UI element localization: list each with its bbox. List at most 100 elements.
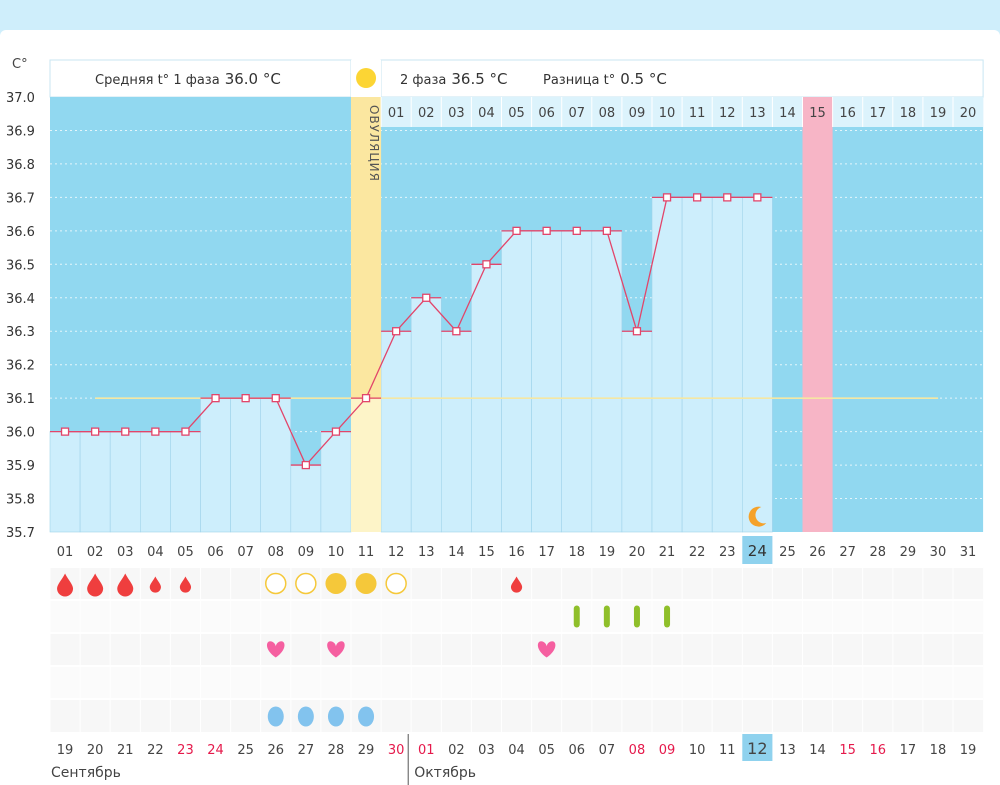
calendar-date-label: 22: [147, 743, 164, 758]
temperature-bar: [380, 330, 412, 533]
mucus-outline-icon[interactable]: [265, 572, 287, 595]
temperature-point[interactable]: [452, 327, 461, 336]
cycle-day-label: 13: [418, 545, 435, 560]
temperature-point[interactable]: [723, 193, 732, 202]
y-tick-label: 36.0: [6, 426, 35, 441]
phase2-day-number: 12: [719, 106, 736, 121]
phase2-day-number: 17: [869, 106, 886, 121]
temperature-point[interactable]: [482, 260, 491, 269]
y-unit-label: C°: [12, 57, 28, 72]
temperature-point[interactable]: [301, 460, 311, 470]
cycle-day-label: 20: [629, 545, 646, 560]
phase2-day-number: 03: [448, 106, 465, 121]
heart-icon[interactable]: [537, 641, 556, 658]
cycle-day-label: 14: [448, 545, 465, 560]
menstruation-light-icon[interactable]: [179, 576, 192, 593]
mucus-outline-icon[interactable]: [295, 572, 317, 595]
menstruation-light-icon[interactable]: [149, 576, 161, 593]
temperature-point[interactable]: [391, 327, 401, 336]
temperature-point[interactable]: [241, 394, 250, 403]
test-icon[interactable]: [664, 605, 671, 628]
calendar-date-label: 01: [418, 743, 435, 758]
test-icon[interactable]: [573, 605, 580, 628]
temperature-point[interactable]: [151, 427, 160, 436]
mucus-outline-icon[interactable]: [385, 572, 407, 595]
menstruation-light-icon[interactable]: [510, 576, 523, 593]
cycle-day-label: 10: [328, 545, 345, 560]
temperature-bar: [49, 431, 81, 533]
temperature-point[interactable]: [181, 427, 190, 436]
calendar-date-label: 26: [267, 743, 284, 758]
temperature-bar: [140, 431, 171, 533]
temperature-point[interactable]: [512, 226, 521, 235]
temperature-point[interactable]: [331, 427, 341, 436]
phase2-day-number: 18: [900, 106, 917, 121]
phase2-day-number: 20: [960, 106, 977, 121]
calendar-date-label: 16: [869, 743, 886, 758]
phase2-day-number: 16: [839, 106, 856, 121]
phase2-day-number: 05: [508, 106, 525, 121]
test-icon[interactable]: [633, 605, 640, 628]
calendar-date-label: 30: [388, 743, 405, 758]
ovulation-label: ОВУЛЯЦИЯ: [367, 105, 381, 182]
calendar-date-label: 17: [900, 743, 917, 758]
moon-icon: [748, 506, 767, 527]
calendar-date-label: 29: [358, 743, 375, 758]
y-tick-label: 36.4: [6, 292, 35, 307]
temperature-point[interactable]: [602, 226, 611, 235]
temperature-point[interactable]: [542, 226, 551, 235]
temperature-point[interactable]: [572, 226, 581, 235]
temperature-point[interactable]: [753, 193, 762, 202]
cycle-day-label: 21: [659, 545, 676, 560]
cycle-day-label: 17: [538, 545, 555, 560]
temperature-point[interactable]: [211, 394, 220, 403]
cycle-day-label: 16: [508, 545, 525, 560]
cycle-day-label: 28: [869, 545, 886, 560]
temperature-bar: [109, 431, 141, 533]
temperature-point[interactable]: [632, 327, 642, 336]
menstruation-heavy-icon[interactable]: [117, 573, 134, 597]
temperature-point[interactable]: [693, 193, 702, 202]
calendar-date-label: 08: [629, 743, 646, 758]
temperature-point[interactable]: [662, 193, 672, 202]
month-label: Сентябрь: [51, 765, 121, 781]
cycle-day-label: 29: [900, 545, 917, 560]
temperature-point[interactable]: [121, 427, 130, 436]
cycle-day-label: 25: [779, 545, 796, 560]
cycle-day-label: 27: [839, 545, 856, 560]
drop-icon[interactable]: [267, 706, 284, 727]
menstruation-heavy-icon[interactable]: [87, 573, 104, 597]
phase2-summary: 2 фаза 36.5 °С: [400, 70, 508, 88]
phase2-day-number: 08: [599, 106, 616, 121]
phase2-day-number: 06: [538, 106, 555, 121]
temperature-point[interactable]: [422, 293, 431, 302]
heart-icon[interactable]: [327, 641, 345, 658]
drop-icon[interactable]: [358, 706, 375, 727]
temperature-point[interactable]: [361, 394, 371, 403]
temperature-point[interactable]: [91, 427, 100, 436]
test-icon[interactable]: [603, 605, 610, 628]
cycle-day-label: 30: [930, 545, 947, 560]
cycle-day-label: 24: [748, 542, 767, 560]
phase2-day-number: 10: [659, 106, 676, 121]
cycle-day-label: 05: [177, 545, 194, 560]
y-tick-label: 36.9: [6, 124, 35, 139]
calendar-date-label: 20: [87, 743, 104, 758]
phase2-day-number: 11: [689, 106, 706, 121]
cycle-day-label: 22: [689, 545, 706, 560]
temperature-bar: [320, 431, 352, 533]
temperature-point[interactable]: [271, 394, 280, 403]
calendar-date-label: 02: [448, 743, 465, 758]
calendar-date-label: 04: [508, 743, 525, 758]
temperature-point[interactable]: [60, 427, 70, 436]
heart-icon[interactable]: [266, 641, 285, 658]
drop-icon[interactable]: [297, 706, 314, 727]
calendar-date-label: 09: [659, 743, 676, 758]
mucus-filled-icon[interactable]: [325, 573, 347, 594]
calendar-date-label: 19: [960, 743, 977, 758]
drop-icon[interactable]: [327, 706, 344, 727]
mucus-filled-icon[interactable]: [355, 573, 377, 594]
calendar-date-label: 23: [177, 743, 194, 758]
calendar-date-label: 12: [747, 739, 767, 758]
menstruation-heavy-icon[interactable]: [57, 573, 74, 597]
